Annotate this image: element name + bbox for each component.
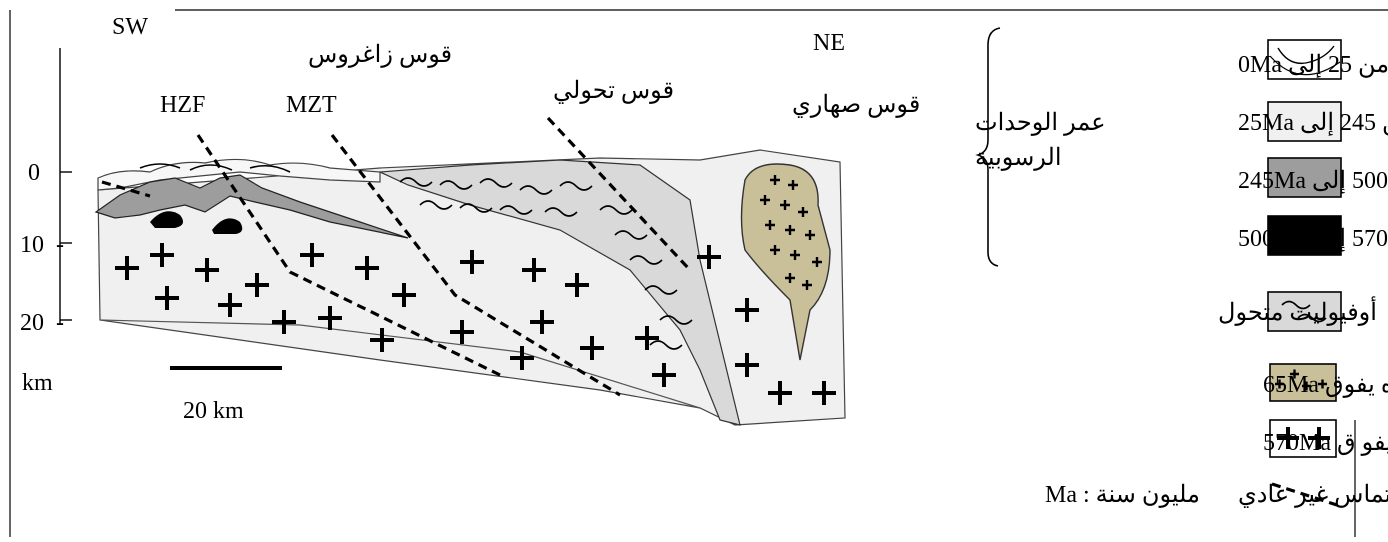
legend-label-1: من 245 إلى 25Ma <box>1238 110 1388 136</box>
legend-swatch-crosses <box>1269 419 1337 458</box>
legend-label-7: تماس غير عادي <box>1238 482 1388 508</box>
legend-swatch-contour <box>1267 39 1342 80</box>
legend-swatch-black <box>1267 215 1342 256</box>
ne-label: NE <box>813 30 845 56</box>
depth-unit: km <box>22 370 53 396</box>
legend-label-0: من 25 إلى 0Ma <box>1238 52 1388 78</box>
fault-minor <box>101 180 151 198</box>
legend-swatch-waves <box>1267 291 1342 332</box>
basement-lower-contact <box>99 319 701 409</box>
tick-dash: - <box>56 310 64 336</box>
sw-label: SW <box>112 14 148 40</box>
depth-tick-20: 20 <box>20 310 44 336</box>
transform-arc-label: قوس تحولي <box>553 78 674 104</box>
legend-swatch-tan-crosses <box>1269 363 1337 402</box>
legend-swatch-very-light-grey <box>1267 101 1342 142</box>
contour-line <box>249 164 291 173</box>
scale-label: 20 km <box>183 398 244 424</box>
cross-section <box>94 116 846 426</box>
mzt-label: MZT <box>286 92 337 118</box>
metamorphic-ophiolite <box>377 159 741 426</box>
contour-line <box>189 164 233 171</box>
legend: عمر الوحدات الرسوبية م <box>975 27 1388 508</box>
oldest-sediments-2 <box>212 218 243 234</box>
zagros-arc-label: قوس زاغروس <box>308 42 452 68</box>
legend-label-2: من 500 إلى 245Ma <box>1238 168 1388 194</box>
depth-axis: 0 10 20 km <box>20 48 72 396</box>
legend-label-3: من 570 إلى 500Ma <box>1238 226 1388 252</box>
legend-label-6: قاعدة ما قبل الكمبري عمرها يفو ق 570Ma <box>1263 430 1388 456</box>
legend-swatch-dashed-line <box>1271 482 1341 508</box>
sahari-arc-label: قوس صهاري <box>792 92 920 118</box>
legend-group-label-1: عمر الوحدات <box>975 110 1106 136</box>
fault-hzf <box>196 134 501 377</box>
fault-sahari <box>546 116 692 272</box>
basement-crosses <box>115 243 836 405</box>
paleozoic-unit <box>94 174 409 239</box>
depth-tick-10: 10 <box>20 232 44 258</box>
fault-mzt <box>330 134 621 397</box>
granodiorite-crosses <box>760 175 822 290</box>
ophiolite-wave-pattern <box>399 177 693 350</box>
legend-label-4: أوفيوليت متحول <box>1218 295 1377 326</box>
depth-tick-0: 0 <box>28 160 40 186</box>
oldest-sediments-1 <box>150 211 184 228</box>
hzf-label: HZF <box>160 92 205 118</box>
legend-swatch-medium-grey <box>1267 157 1342 198</box>
legend-brace <box>975 27 1001 267</box>
ma-note: Ma : مليون سنة <box>1045 482 1200 508</box>
legend-group-label-2: الرسوبية <box>975 145 1062 171</box>
contour-line <box>139 163 181 169</box>
tick-dash: - <box>56 232 64 258</box>
legend-label-5: كرانوديوريت عمره يفوق 65Ma <box>1263 372 1388 398</box>
young-sediments-zagros <box>97 158 381 191</box>
